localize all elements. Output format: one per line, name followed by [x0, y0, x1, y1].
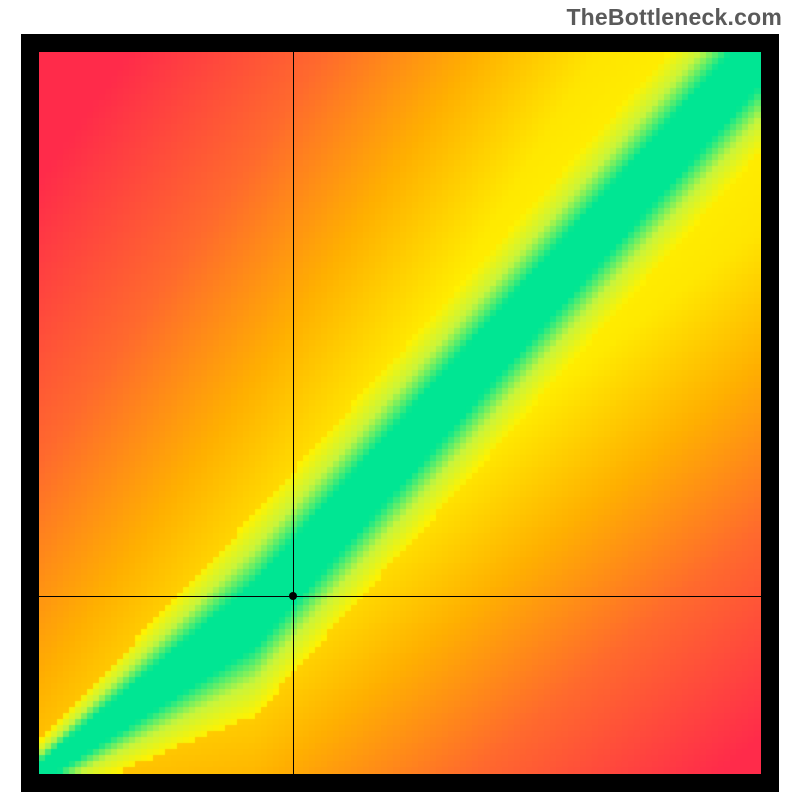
chart-frame [21, 34, 779, 792]
watermark: TheBottleneck.com [566, 4, 782, 31]
crosshair-horizontal [39, 596, 761, 597]
crosshair-vertical [293, 52, 294, 774]
bottleneck-heatmap [39, 52, 761, 774]
marker-dot [289, 592, 297, 600]
